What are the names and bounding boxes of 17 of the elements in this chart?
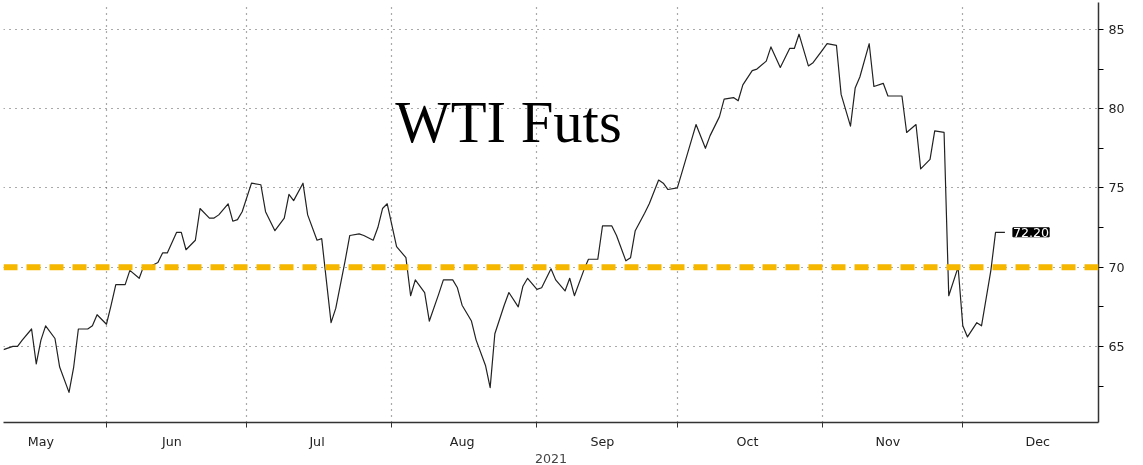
- y-tick-label: 70: [1108, 259, 1125, 275]
- x-tick-label: Nov: [875, 433, 901, 449]
- x-tick-label: Jun: [161, 433, 182, 449]
- x-tick-label: Oct: [736, 433, 759, 449]
- x-axis-title: 2021: [534, 450, 568, 465]
- x-tick-label: Jul: [308, 433, 325, 449]
- y-tick-label: 85: [1108, 21, 1125, 37]
- x-tick-label: Dec: [1025, 433, 1050, 449]
- y-tick-label: 65: [1108, 338, 1125, 354]
- line-series: [3, 33, 1006, 393]
- x-tick-label: Sep: [590, 433, 615, 449]
- x-tick-label: Aug: [449, 433, 475, 449]
- y-tick-label: 80: [1108, 101, 1125, 117]
- annotation: 72.20: [1012, 224, 1050, 240]
- y-tick-label: 75: [1108, 180, 1125, 196]
- text: WTI Futs: [395, 90, 622, 155]
- x-tick-label: May: [27, 433, 55, 449]
